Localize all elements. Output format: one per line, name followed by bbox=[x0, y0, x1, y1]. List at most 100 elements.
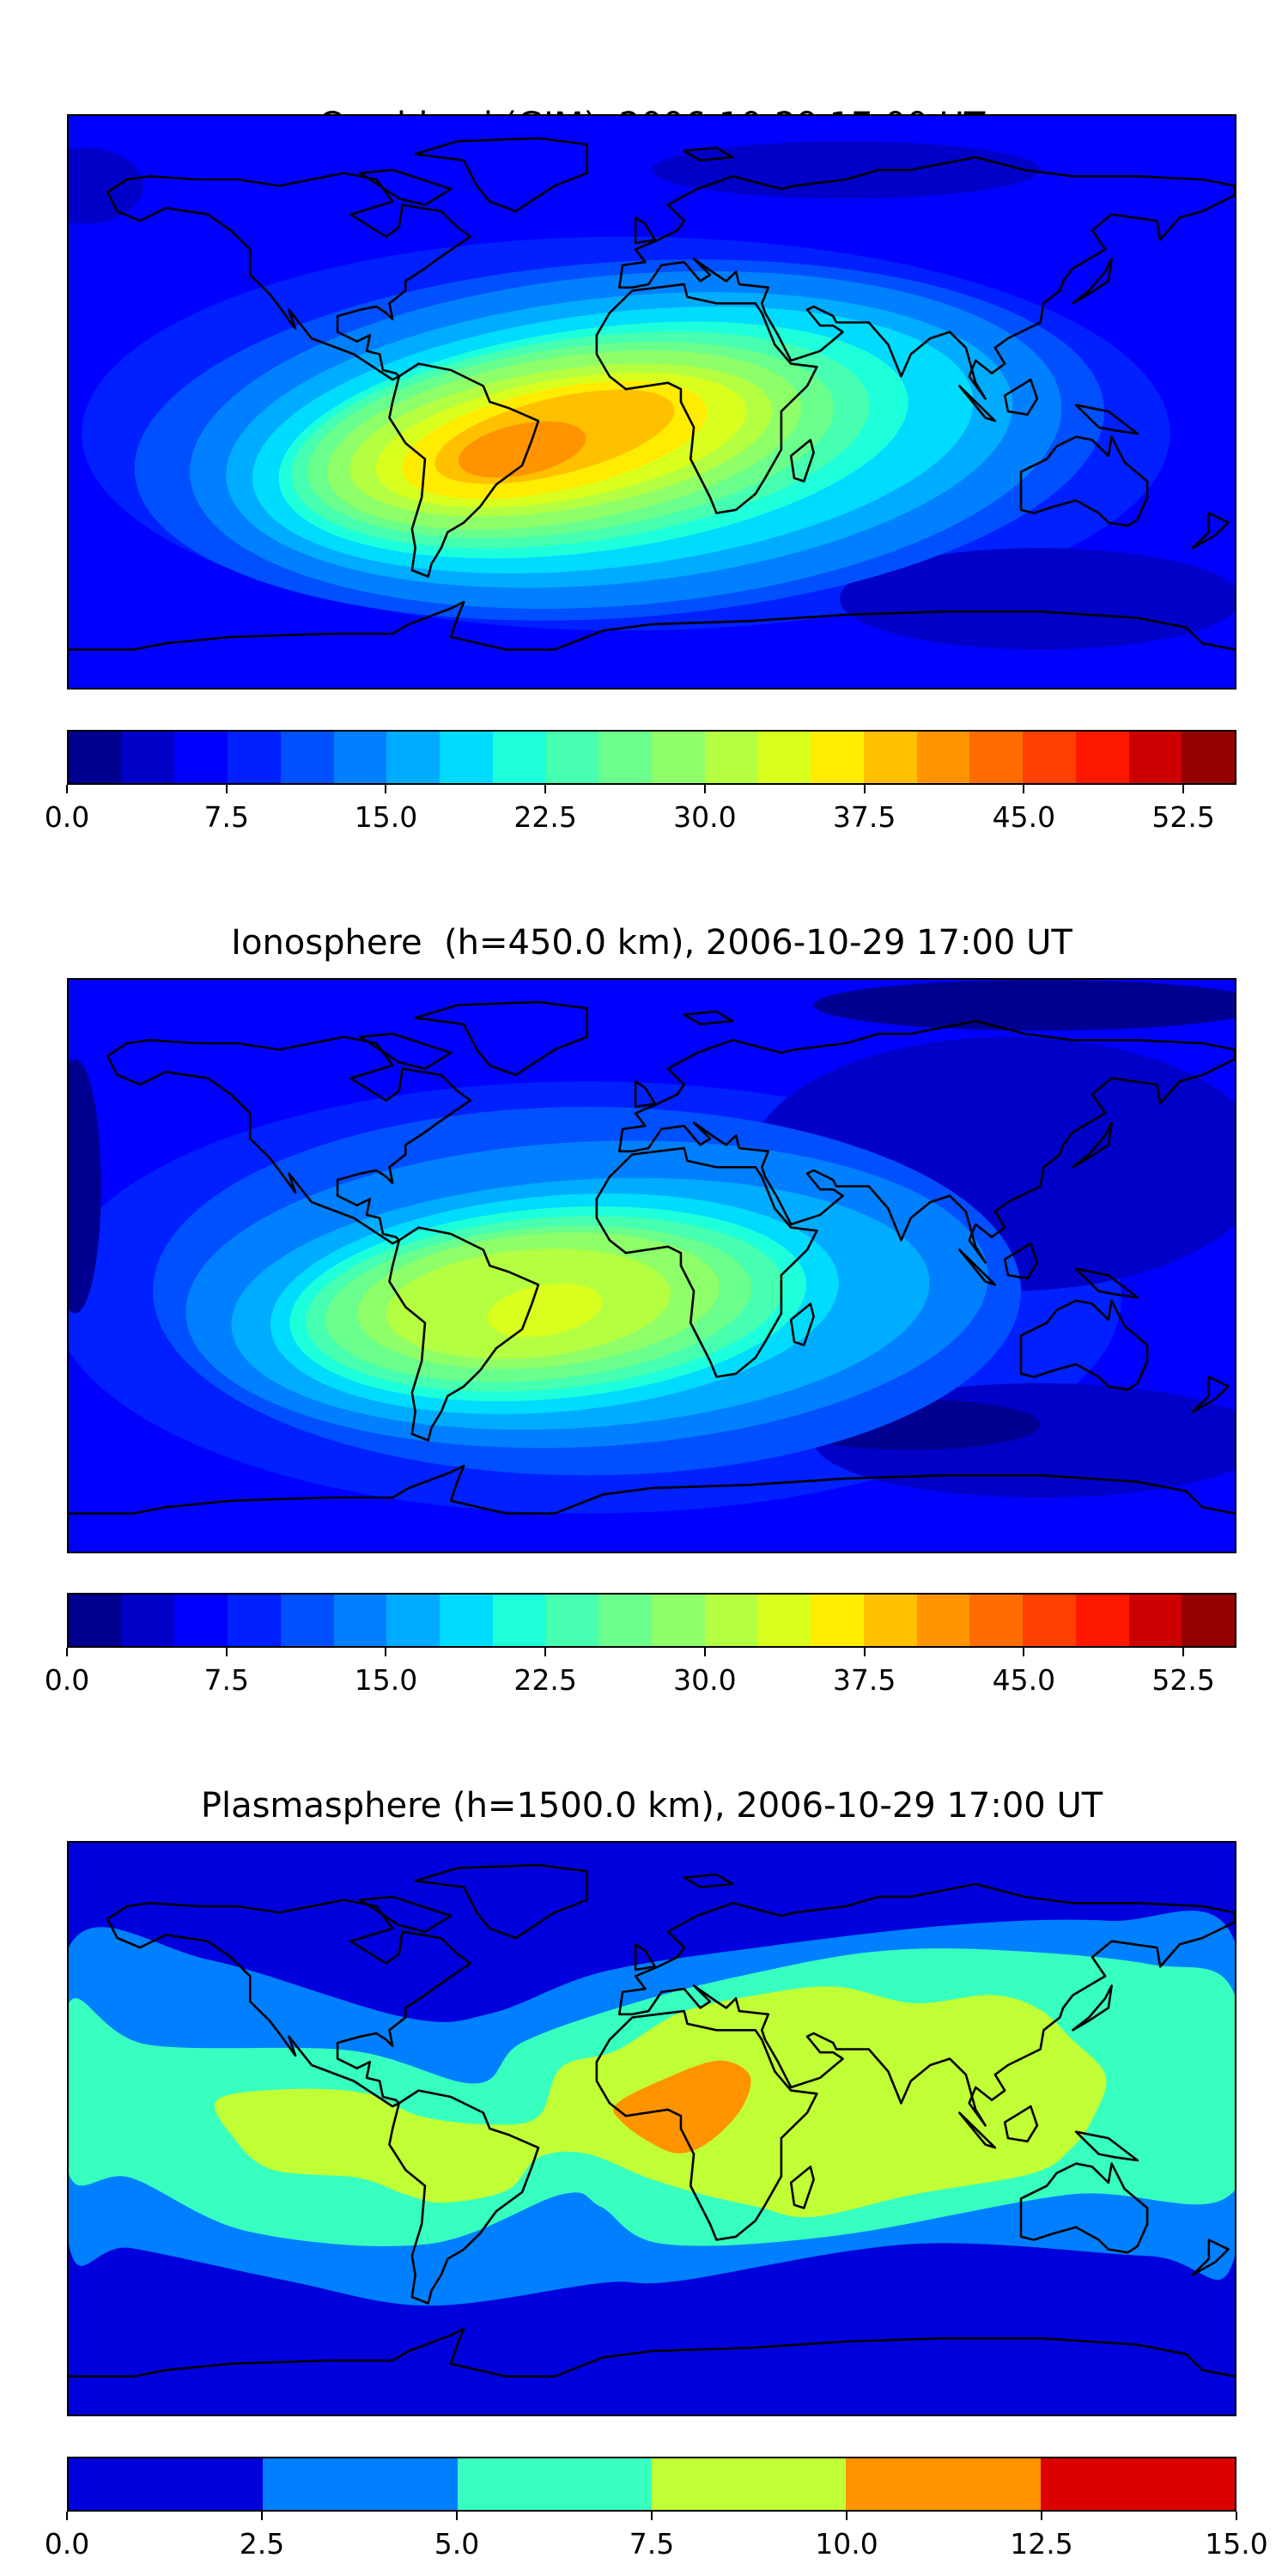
colorbar-bin bbox=[757, 732, 811, 783]
coastline bbox=[597, 284, 817, 513]
colorbar-tick-mark bbox=[1236, 2512, 1237, 2520]
colorbar-tick-mark bbox=[703, 1648, 706, 1656]
colorbar-bin bbox=[811, 732, 865, 783]
coastline bbox=[1005, 380, 1037, 415]
coastline bbox=[389, 364, 538, 577]
colorbar-bin bbox=[916, 732, 970, 783]
coastline bbox=[684, 1012, 733, 1024]
coastline bbox=[1076, 405, 1138, 434]
colorbar-tick-mark bbox=[863, 1648, 866, 1656]
coastline bbox=[791, 440, 813, 481]
coastline bbox=[361, 1897, 452, 1932]
colorbar-bin bbox=[545, 1595, 599, 1646]
colorbar-tick-mark bbox=[66, 785, 68, 793]
coastline bbox=[1021, 437, 1147, 526]
colorbar-tick-mark bbox=[456, 2512, 458, 2520]
colorbar-bin bbox=[386, 1595, 440, 1646]
colorbar-tick-label: 45.0 bbox=[992, 1663, 1056, 1697]
coastline bbox=[1193, 1377, 1228, 1413]
colorbar-bin bbox=[440, 732, 493, 783]
colorbar-combined bbox=[67, 730, 1236, 785]
colorbar-bin bbox=[652, 1595, 705, 1646]
colorbar-bin bbox=[1040, 2458, 1235, 2510]
colorbar-bin bbox=[69, 732, 122, 783]
colorbar-tick-label: 22.5 bbox=[513, 1663, 577, 1697]
colorbar-ticks-combined: 0.0 7.5 15.0 22.5 30.0 37.5 45.0 52.5 bbox=[45, 785, 1236, 845]
colorbar-bin bbox=[492, 732, 546, 783]
colorbar-tick-mark bbox=[385, 785, 387, 793]
contour-fill bbox=[69, 148, 143, 224]
colorbar-bin bbox=[598, 732, 653, 783]
colorbar-bin bbox=[69, 2458, 264, 2510]
coastline bbox=[416, 138, 587, 211]
colorbar-bin bbox=[440, 1595, 493, 1646]
contour-fill bbox=[459, 421, 586, 478]
coastline bbox=[791, 1303, 813, 1345]
coastline-antarctica bbox=[69, 1466, 1235, 1514]
contour-fill bbox=[612, 2060, 751, 2154]
colorbar-ticks-ionosphere: 0.0 7.5 15.0 22.5 30.0 37.5 45.0 52.5 bbox=[45, 1648, 1236, 1708]
colorbar-tick-mark bbox=[1041, 2512, 1042, 2520]
colorbar-tick-mark bbox=[66, 2512, 68, 2520]
coastline bbox=[1076, 2132, 1138, 2160]
colorbar-tick-mark bbox=[385, 1648, 387, 1656]
colorbar-tick-label: 0.0 bbox=[44, 800, 90, 834]
colorbar-bin bbox=[651, 2458, 847, 2510]
colorbar-tick-mark bbox=[846, 2512, 848, 2520]
colorbar-tick-mark bbox=[225, 1648, 228, 1656]
colorbar-bin bbox=[280, 1595, 334, 1646]
colorbar-tick-mark bbox=[1182, 785, 1185, 793]
coastline bbox=[1193, 513, 1228, 549]
coastline bbox=[684, 148, 733, 161]
map-plasmasphere bbox=[67, 1841, 1236, 2416]
coastline bbox=[1076, 1269, 1138, 1297]
coastline bbox=[959, 1250, 994, 1285]
colorbar-bin bbox=[333, 1595, 387, 1646]
colorbar-bin bbox=[1182, 1595, 1236, 1646]
coastline bbox=[1021, 2164, 1147, 2253]
coastline bbox=[107, 1900, 470, 2107]
coastlines bbox=[69, 1865, 1235, 2377]
colorbar-tick-mark bbox=[544, 1648, 547, 1656]
colorbar-tick-mark bbox=[66, 1648, 68, 1656]
colorbar-bin bbox=[916, 1595, 970, 1646]
map-plot bbox=[69, 1843, 1235, 2415]
colorbar-tick-label: 45.0 bbox=[992, 800, 1056, 834]
coastlines bbox=[69, 1002, 1235, 1514]
colorbar-bin bbox=[121, 732, 175, 783]
coastline bbox=[1072, 1986, 1111, 2031]
coastline bbox=[1193, 2240, 1228, 2275]
panel-title-plasmasphere: Plasmasphere (h=1500.0 km), 2006-10-29 1… bbox=[200, 1786, 1103, 1826]
map-combined bbox=[67, 114, 1236, 690]
colorbar-bin bbox=[1023, 732, 1076, 783]
colorbar-bin bbox=[333, 732, 387, 783]
colorbar-tick-label: 12.5 bbox=[1010, 2527, 1073, 2561]
colorbar-bin bbox=[545, 732, 599, 783]
map-plot bbox=[69, 116, 1235, 688]
colorbar-tick-mark bbox=[1023, 785, 1025, 793]
coastline bbox=[416, 1865, 587, 1938]
coastline bbox=[107, 1037, 470, 1244]
contour-fill bbox=[839, 548, 1235, 650]
colorbar-tick-mark bbox=[863, 785, 866, 793]
coastline bbox=[635, 217, 655, 243]
panel-title-ionosphere: Ionosphere (h=450.0 km), 2006-10-29 17:0… bbox=[231, 923, 1072, 963]
colorbar-tick-mark bbox=[225, 785, 228, 793]
coastline bbox=[416, 1002, 587, 1075]
colorbar-tick-mark bbox=[1182, 1648, 1185, 1656]
coastline bbox=[959, 2113, 994, 2148]
colorbar-bin bbox=[457, 2458, 652, 2510]
colorbar-tick-label: 0.0 bbox=[44, 1663, 90, 1697]
coastline-antarctica bbox=[69, 602, 1235, 650]
coastline bbox=[1072, 259, 1111, 304]
coastline bbox=[1005, 2106, 1037, 2142]
colorbar-tick-label: 7.5 bbox=[629, 2527, 675, 2561]
colorbar-bin bbox=[280, 732, 334, 783]
colorbar-tick-label: 52.5 bbox=[1151, 800, 1215, 834]
colorbar-bin bbox=[969, 732, 1024, 783]
contour-fill bbox=[487, 1283, 603, 1338]
colorbar-bin bbox=[652, 732, 705, 783]
coastline bbox=[619, 157, 1235, 398]
colorbar-bin bbox=[1075, 732, 1129, 783]
colorbar-tick-mark bbox=[1023, 1648, 1025, 1656]
